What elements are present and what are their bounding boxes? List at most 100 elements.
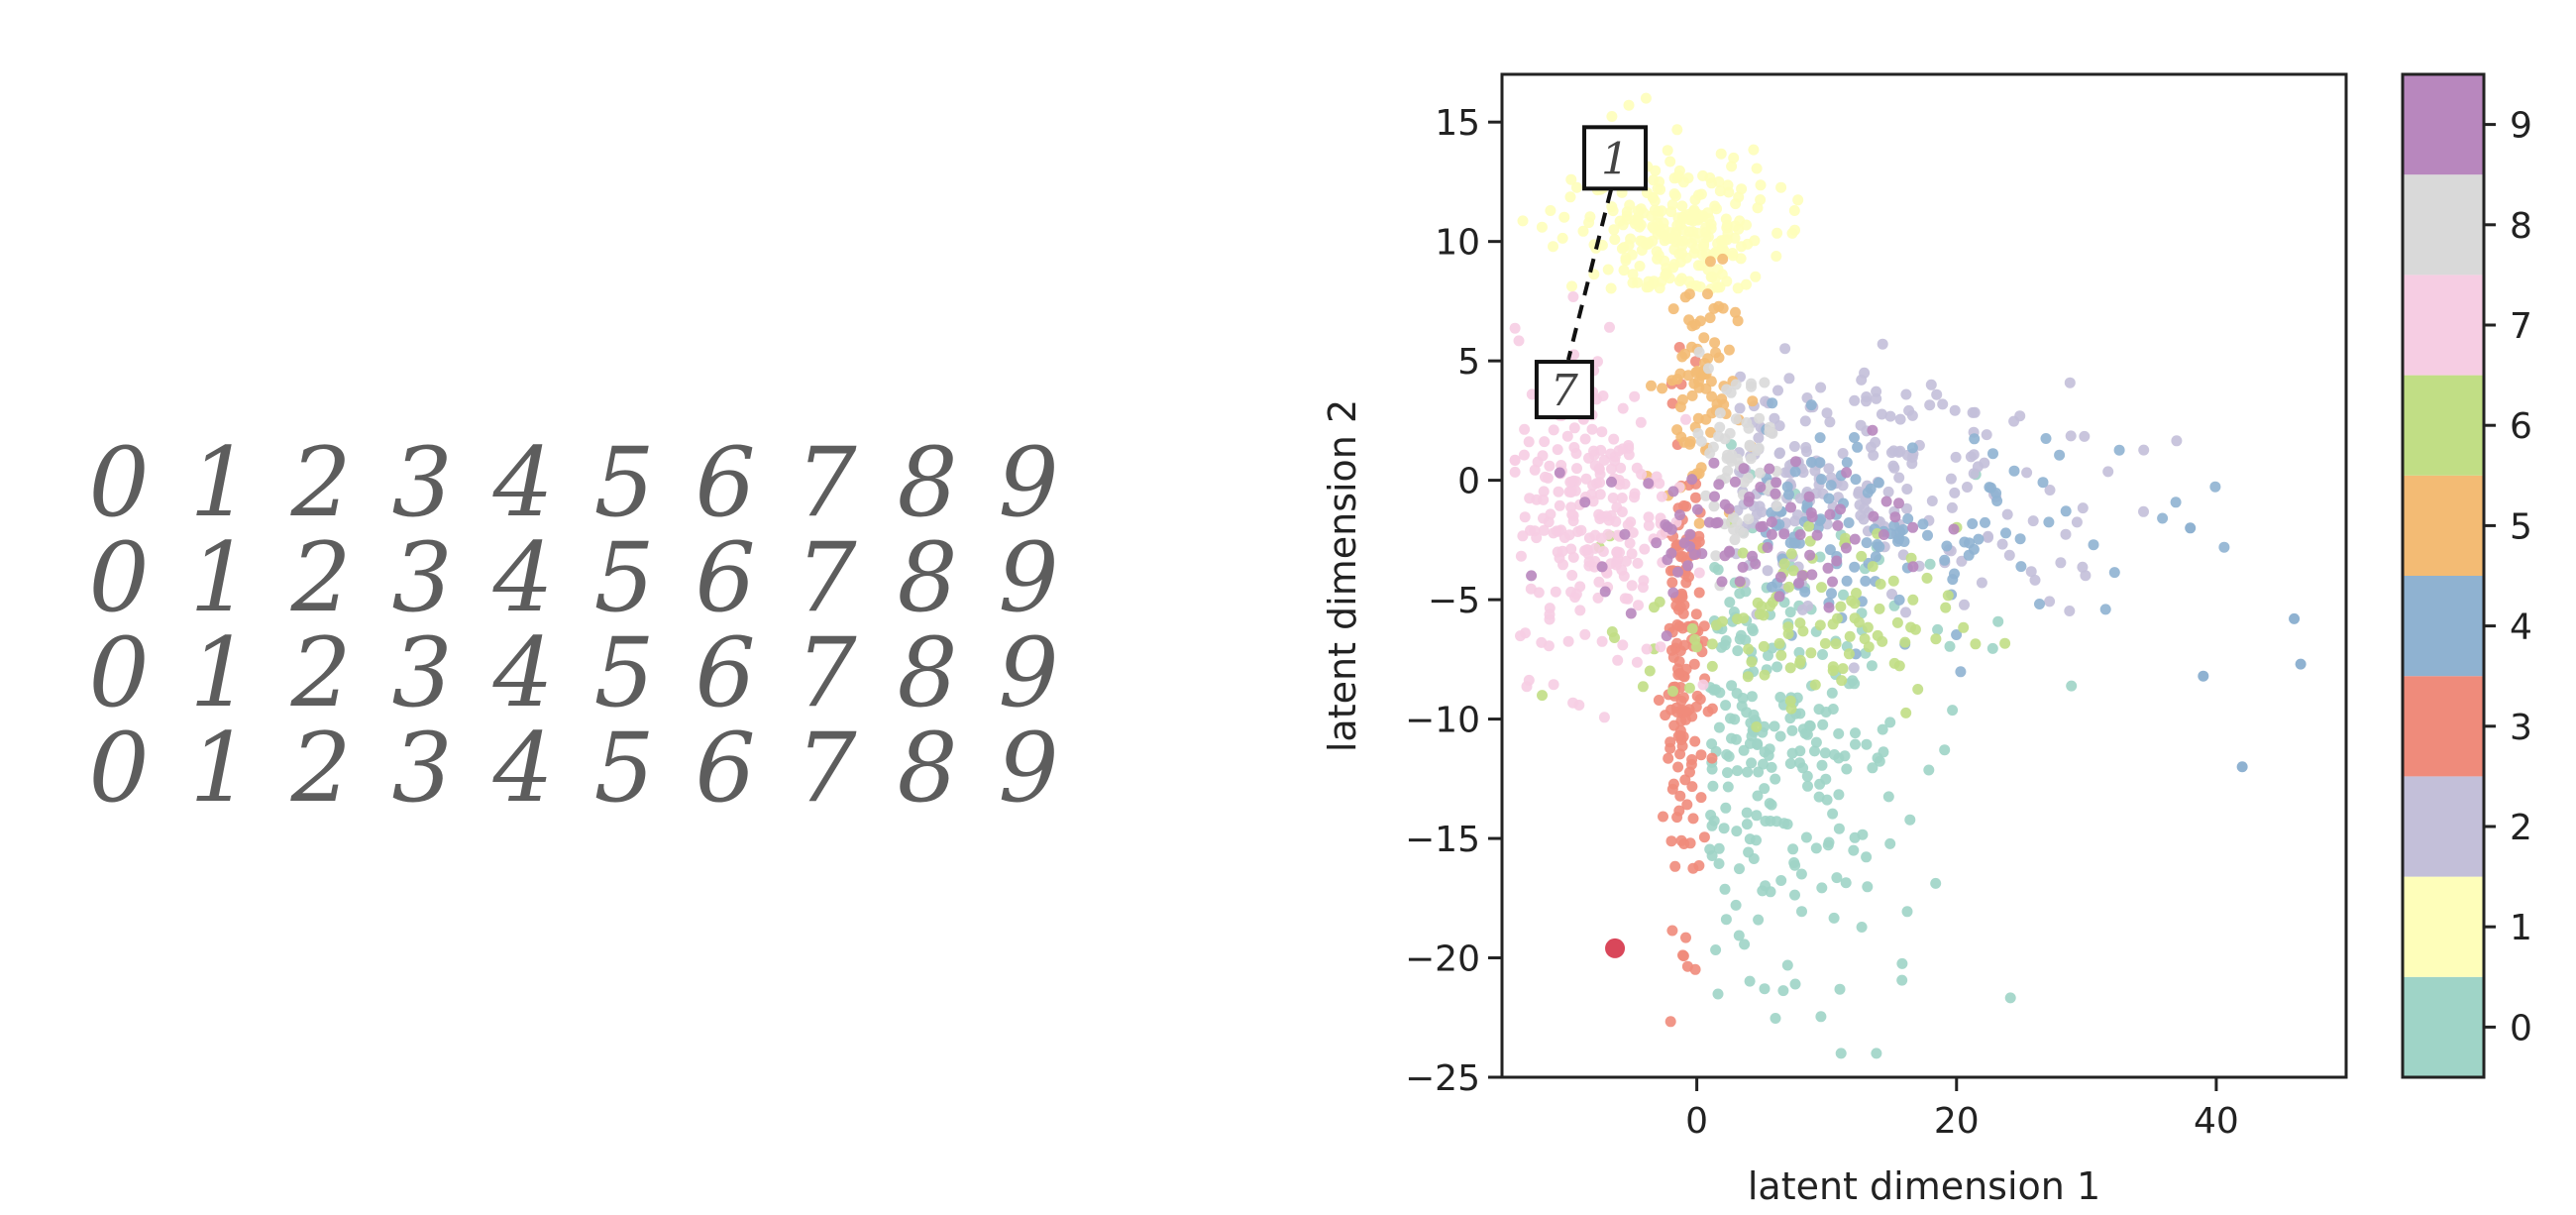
scatter-point — [1716, 576, 1728, 588]
outlier-point — [2236, 761, 2248, 773]
annotation-connector — [1565, 188, 1613, 361]
scatter-point — [1732, 282, 1744, 294]
scatter-point — [1755, 467, 1766, 479]
scatter-point — [1738, 744, 1750, 756]
digit-glyph: 8 — [897, 713, 957, 824]
scatter-point — [2138, 505, 2149, 517]
scatter-point — [2088, 539, 2099, 551]
scatter-point — [1712, 264, 1724, 276]
scatter-point — [1781, 959, 1793, 971]
scatter-point — [1901, 906, 1913, 918]
scatter-point — [1519, 511, 1531, 523]
scatter-point — [1665, 206, 1677, 218]
scatter-point — [1950, 451, 1962, 463]
scatter-point — [1606, 476, 1617, 488]
scatter-point — [1692, 412, 1704, 424]
scatter-point — [1553, 486, 1564, 497]
scatter-point — [1523, 436, 1535, 448]
digit-glyph: 8 — [897, 617, 957, 728]
scatter-point — [1727, 511, 1739, 523]
scatter-point — [1548, 424, 1559, 436]
scatter-point — [2079, 430, 2091, 442]
scatter-point — [1794, 529, 1806, 540]
scatter-point — [1771, 477, 1782, 489]
scatter-point — [1643, 511, 1655, 523]
scatter-point — [1616, 564, 1628, 576]
scatter-point — [1784, 607, 1796, 618]
digit-glyph: 9 — [998, 427, 1058, 538]
scatter-point — [1783, 373, 1795, 385]
scatter-point — [1583, 217, 1595, 229]
digit-glyph: 7 — [796, 713, 856, 824]
scatter-point — [1592, 592, 1604, 604]
scatter-point — [1683, 571, 1694, 583]
scatter-point — [1967, 518, 1979, 529]
scatter-point — [1668, 719, 1680, 731]
scatter-point — [1775, 649, 1787, 661]
scatter-point — [1674, 790, 1686, 802]
scatter-point — [1790, 456, 1801, 468]
scatter-point — [1616, 493, 1628, 503]
annotation-digit: 1 — [1601, 134, 1629, 184]
scatter-point — [1875, 578, 1886, 590]
scatter-point — [1766, 528, 1777, 540]
scatter-point — [1754, 412, 1766, 424]
scatter-point — [1833, 789, 1845, 801]
scatter-point — [1796, 906, 1807, 918]
scatter-point — [1785, 703, 1797, 715]
scatter-point — [1876, 408, 1887, 420]
scatter-point — [1789, 889, 1800, 901]
scatter-point — [1806, 569, 1818, 581]
scatter-point — [1721, 219, 1733, 231]
scatter-point — [1835, 601, 1847, 612]
scatter-point — [1632, 557, 1644, 569]
scatter-point — [1662, 521, 1673, 533]
scatter-point — [1746, 656, 1758, 668]
scatter-point — [1718, 823, 1730, 834]
digit-glyph: 0 — [88, 427, 149, 538]
scatter-point — [1633, 600, 1644, 611]
scatter-point — [1565, 485, 1577, 497]
scatter-point — [1509, 322, 1521, 334]
scatter-point — [1662, 554, 1673, 566]
scatter-point — [1702, 264, 1714, 276]
scatter-point — [1825, 480, 1837, 492]
scatter-point — [1949, 404, 1961, 416]
scatter-point — [1843, 648, 1855, 660]
scatter-point — [1553, 525, 1564, 537]
scatter-point — [1771, 227, 1783, 239]
scatter-point — [1566, 570, 1578, 581]
scatter-point — [1643, 478, 1655, 490]
scatter-point — [1539, 436, 1551, 448]
scatter-point — [1729, 476, 1741, 488]
scatter-point — [1767, 397, 1778, 409]
scatter-point — [1565, 501, 1577, 513]
scatter-point — [1956, 555, 1968, 567]
y-tick-label: −20 — [1405, 939, 1480, 980]
scatter-point — [1666, 925, 1678, 937]
scatter-point — [1690, 279, 1702, 291]
scatter-point — [1946, 501, 1958, 513]
scatter-point — [1759, 669, 1771, 681]
scatter-point — [1689, 233, 1701, 245]
scatter-point — [1860, 575, 1872, 587]
scatter-point — [2102, 466, 2114, 478]
y-tick-label: −5 — [1428, 581, 1480, 621]
scatter-point — [1702, 706, 1714, 718]
scatter-point — [1835, 503, 1846, 515]
colorbar-label: 0 — [2510, 1008, 2532, 1049]
scatter-point — [1671, 374, 1683, 385]
scatter-point — [1692, 427, 1704, 439]
scatter-point — [1779, 343, 1791, 355]
scatter-point — [1771, 661, 1783, 673]
scatter-point — [1728, 152, 1740, 164]
scatter-point — [1722, 781, 1734, 793]
scatter-point — [1725, 713, 1736, 724]
scatter-point — [1836, 675, 1848, 687]
scatter-point — [1811, 529, 1823, 541]
scatter-point — [1758, 640, 1770, 652]
scatter-point — [1968, 449, 1980, 461]
scatter-point — [1698, 831, 1710, 843]
scatter-point — [1673, 656, 1685, 667]
scatter-point — [1900, 607, 1911, 618]
